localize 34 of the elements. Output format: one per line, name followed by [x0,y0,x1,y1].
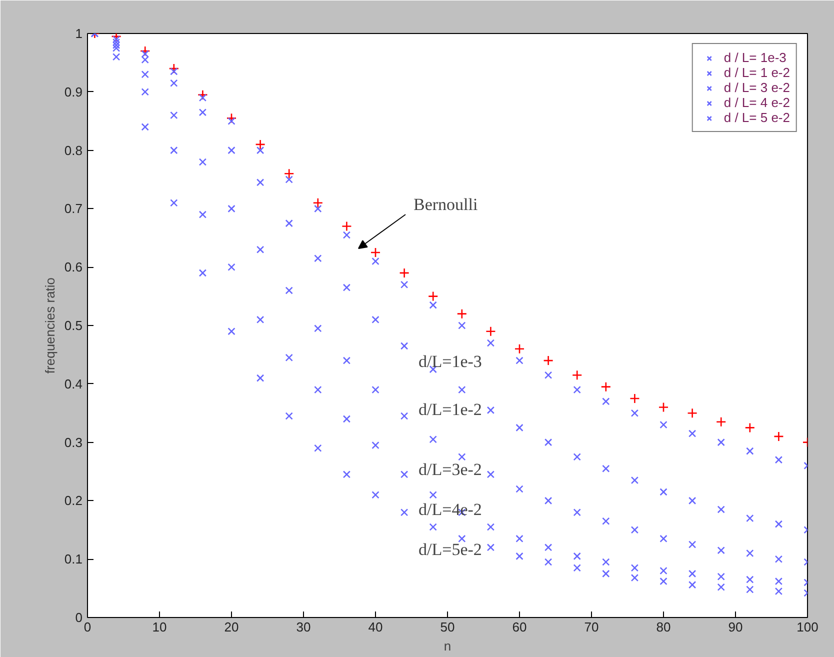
y-tick-label: 0.2 [64,493,83,508]
x-tick-label: 40 [368,620,383,634]
y-tick-label: 0.4 [64,376,83,392]
y-tick-label: 0 [75,610,83,625]
y-tick-label: 0.7 [64,201,83,216]
x-tick-label: 100 [796,620,818,634]
x-tick-label: 90 [728,620,743,634]
y-tick-label: 0.5 [64,318,83,333]
y-axis-title: frequencies ratio [42,277,58,374]
legend-label: d / L= 4 e-2 [724,95,790,110]
annotation: Bernoulli [414,195,478,214]
x-tick-label: 20 [224,620,239,634]
y-tick-label: 1 [75,26,83,41]
legend-label: d / L= 1e-3 [724,50,786,65]
x-tick-label: 70 [584,620,599,634]
legend-label: d / L= 3 e-2 [724,80,790,95]
x-tick-label: 10 [152,620,167,634]
y-tick-label: 0.3 [64,434,83,450]
x-tick-label: 80 [656,620,671,634]
annotation: d/L=3e-2 [418,460,482,479]
annotation: d/L=5e-2 [418,540,482,559]
x-tick-label: 50 [440,620,455,634]
x-tick-label: 30 [296,620,311,634]
annotation: d/L=1e-3 [418,352,482,371]
x-axis-title: n [444,638,452,654]
legend-label: d / L= 1 e-2 [724,65,790,80]
y-tick-label: 0.6 [64,260,83,275]
y-tick-label: 0.8 [64,142,83,158]
annotation: d/L=1e-2 [418,400,482,419]
y-tick-label: 0.1 [64,552,83,567]
annotation: d/L=4e-2 [418,500,482,519]
x-tick-label: 60 [512,620,527,634]
y-tick-label: 0.9 [64,84,83,100]
legend-label: d / L= 5 e-2 [724,110,790,125]
